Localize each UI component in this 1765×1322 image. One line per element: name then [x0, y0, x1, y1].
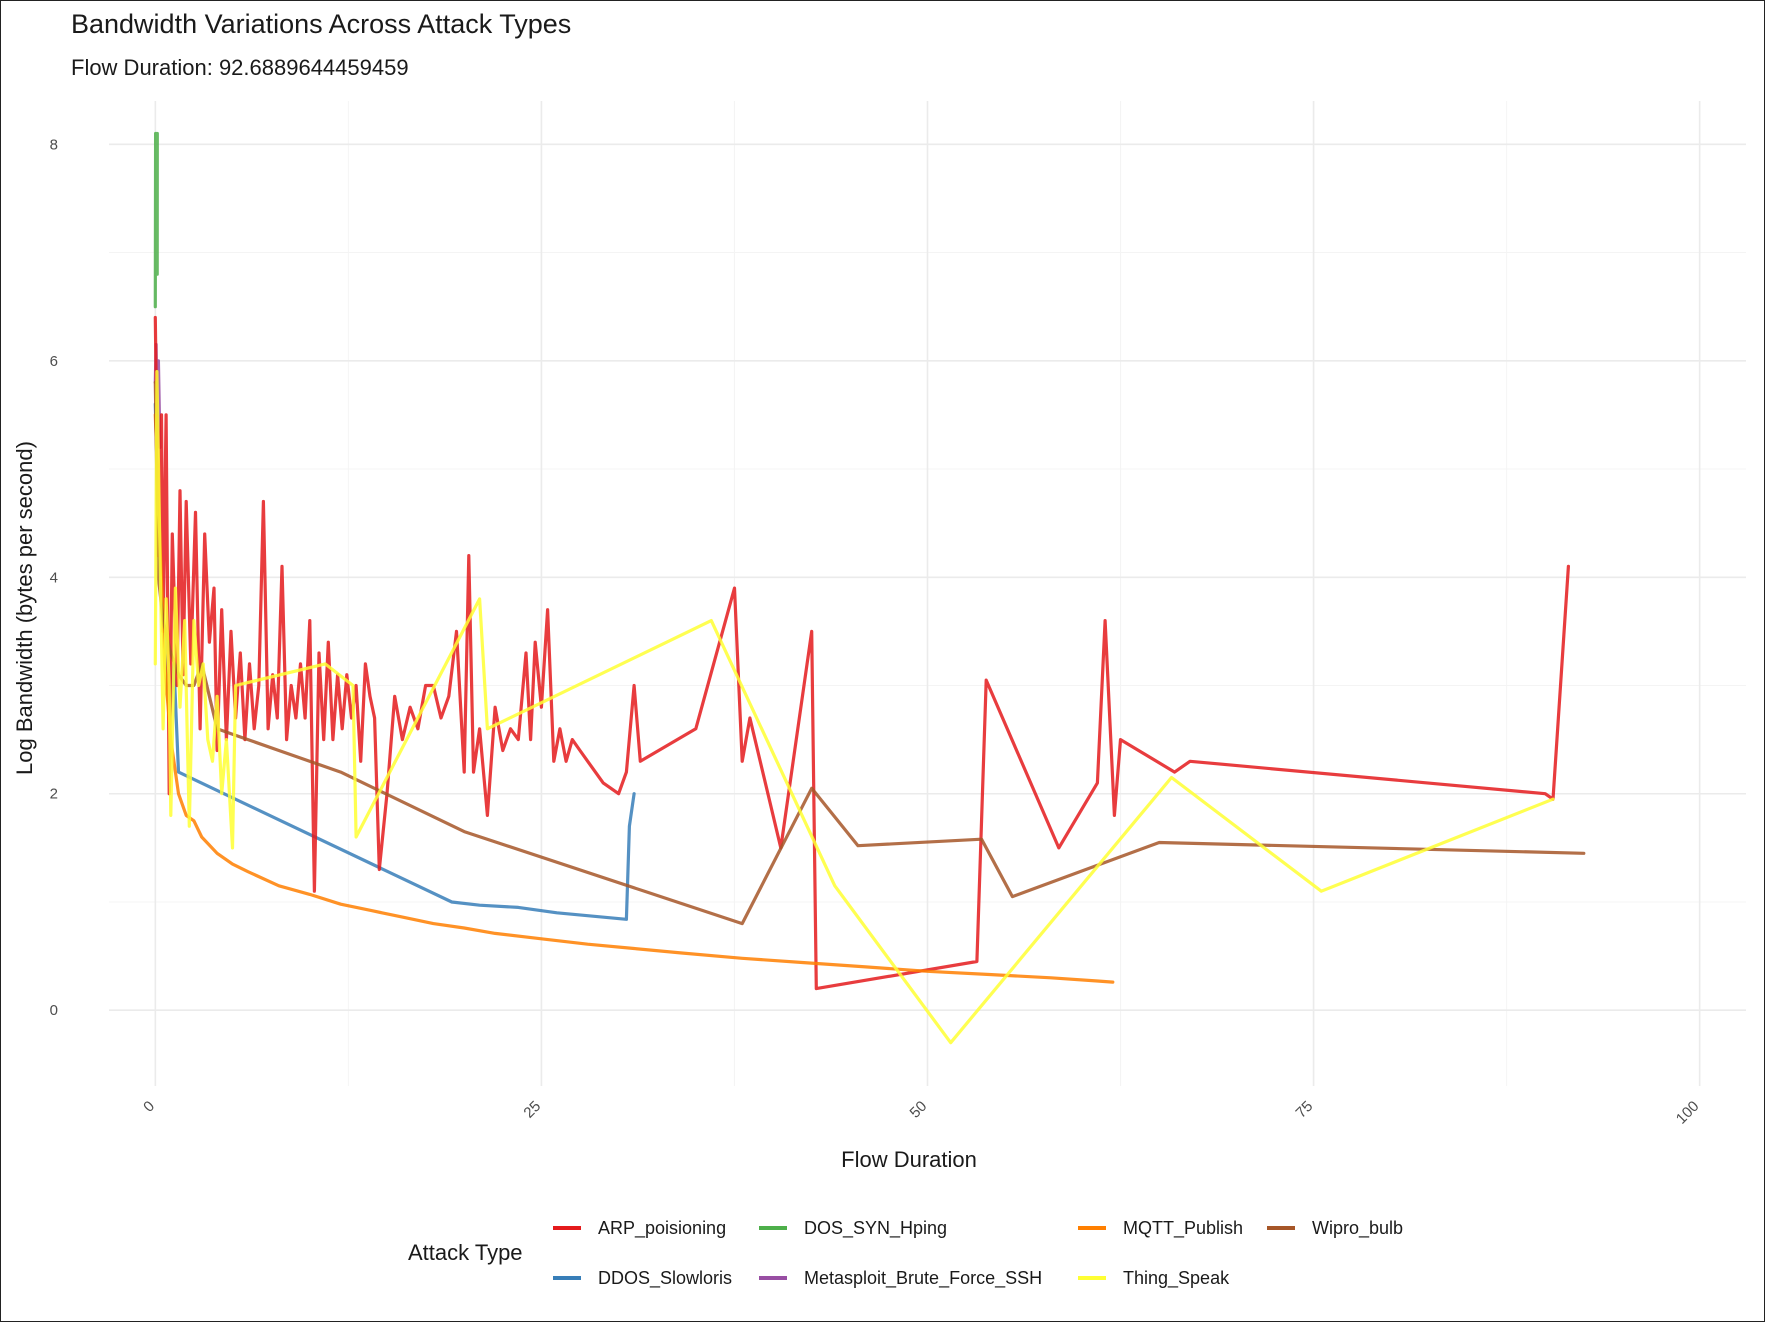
- x-tick-label: 75: [1293, 1098, 1317, 1122]
- legend-label: Metasploit_Brute_Force_SSH: [804, 1268, 1042, 1289]
- x-tick-label: 100: [1673, 1098, 1703, 1128]
- chart-title: Bandwidth Variations Across Attack Types: [71, 9, 571, 39]
- series-line-wipro-bulb: [153, 380, 1586, 926]
- series-line-ddos-slowloris: [153, 402, 636, 921]
- x-axis-label: Flow Duration: [841, 1147, 977, 1172]
- series-line-thing-speak: [153, 370, 1555, 1045]
- series-line-dos-syn-hping: [153, 131, 159, 309]
- legend-label: Thing_Speak: [1123, 1268, 1230, 1289]
- legend-label: DDOS_Slowloris: [598, 1268, 732, 1289]
- legend: Attack Type ARP_poisioning DDOS_Slowloris…: [408, 1218, 1403, 1289]
- grid-major: [109, 101, 1746, 1086]
- y-tick-label: 4: [50, 569, 58, 586]
- y-tick-label: 2: [50, 786, 58, 803]
- legend-label: ARP_poisioning: [598, 1218, 726, 1239]
- legend-label: Wipro_bulb: [1312, 1218, 1403, 1239]
- y-axis-ticks: 0 2 4 6 8: [50, 136, 58, 1019]
- y-tick-label: 8: [50, 136, 58, 153]
- legend-title: Attack Type: [408, 1240, 523, 1265]
- series-line-arp-poisioning: [153, 315, 1570, 991]
- x-tick-label: 0: [140, 1098, 158, 1116]
- x-tick-label: 25: [520, 1098, 544, 1122]
- x-axis-ticks: 0 25 50 75 100: [140, 1098, 1702, 1128]
- x-tick-label: 50: [907, 1098, 931, 1122]
- series-line-mqtt-publish: [153, 413, 1115, 984]
- y-tick-label: 6: [50, 353, 58, 370]
- series-layer: [153, 131, 1586, 1045]
- y-axis-label: Log Bandwidth (bytes per second): [12, 441, 37, 775]
- y-tick-label: 0: [50, 1002, 58, 1019]
- legend-label: MQTT_Publish: [1123, 1218, 1243, 1239]
- chart-subtitle: Flow Duration: 92.6889644459459: [71, 55, 409, 80]
- legend-label: DOS_SYN_Hping: [804, 1218, 947, 1239]
